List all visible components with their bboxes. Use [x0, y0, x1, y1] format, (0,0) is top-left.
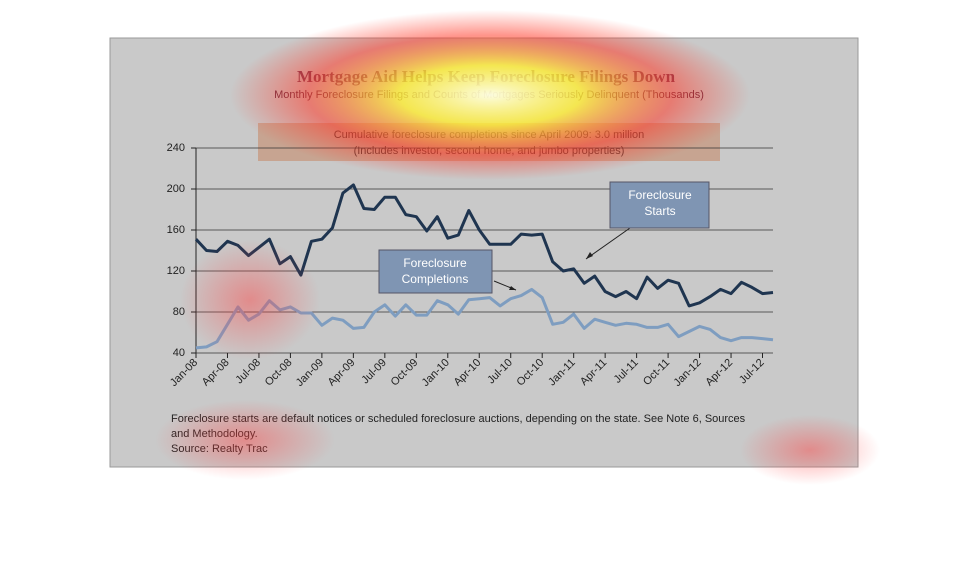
chart-subtitle: Monthly Foreclosure Filings and Counts o… — [274, 89, 704, 101]
arrow-head — [509, 286, 516, 290]
note-line: Cumulative foreclosure completions since… — [334, 129, 645, 141]
footnote: Source: Realty Trac — [171, 443, 268, 455]
y-tick-label: 200 — [167, 183, 185, 195]
y-tick-label: 80 — [173, 306, 185, 318]
y-tick-label: 240 — [167, 142, 185, 154]
y-tick-label: 160 — [167, 224, 185, 236]
chart-title: Mortgage Aid Helps Keep Foreclosure Fili… — [297, 67, 676, 86]
callout-text: Foreclosure — [403, 256, 467, 270]
y-tick-label: 40 — [173, 347, 185, 359]
callout-box — [378, 249, 493, 294]
callout-text: Starts — [644, 204, 675, 218]
footnote: Foreclosure starts are default notices o… — [171, 413, 746, 425]
callout-text: Completions — [402, 272, 469, 286]
arrow — [585, 227, 631, 260]
arrow-head — [586, 252, 593, 259]
note-line: (Includes investor, second home, and jum… — [354, 145, 625, 157]
callout-box — [609, 181, 710, 229]
callout-text: Foreclosure — [628, 188, 692, 202]
footnote: and Methodology. — [171, 428, 258, 440]
y-tick-label: 120 — [167, 265, 185, 277]
